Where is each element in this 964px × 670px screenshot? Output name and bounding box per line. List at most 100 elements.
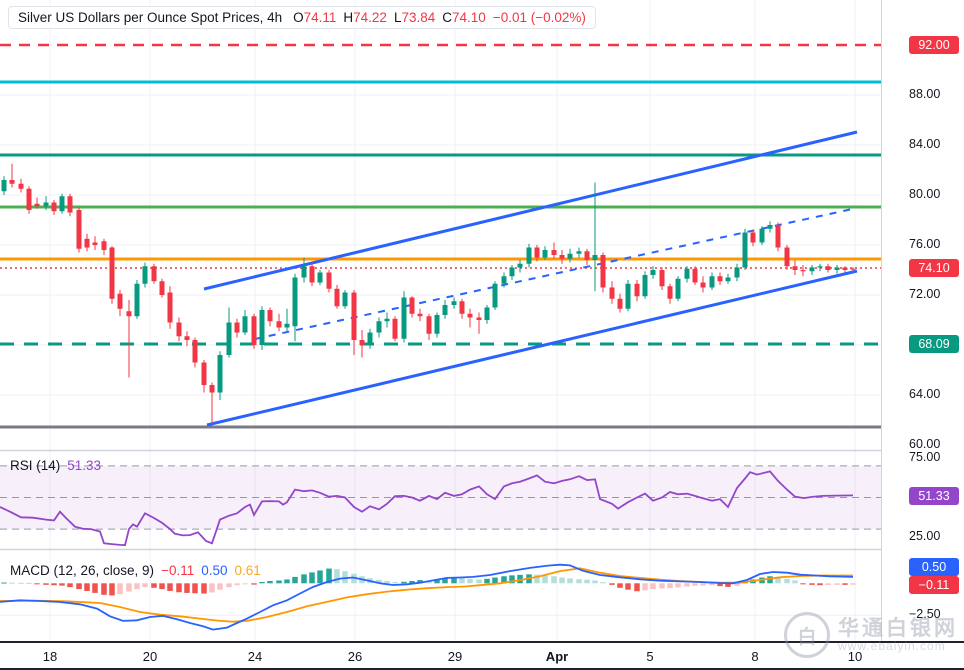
candle-body — [76, 210, 82, 249]
candle-body — [825, 266, 831, 270]
macd-hist-bar — [384, 580, 390, 584]
macd-hist-bar — [692, 583, 698, 586]
macd-hist-bar — [43, 583, 49, 585]
macd-hist-bar — [809, 583, 815, 585]
macd-hist-bar — [517, 574, 523, 584]
macd-hist-bar — [176, 583, 182, 593]
rsi-legend[interactable]: RSI (14) 51.33 — [10, 458, 101, 473]
candle-body — [434, 315, 440, 334]
price-axis[interactable]: 88.00 84.00 80.00 76.00 72.00 64.00 60.00 75.00… — [881, 0, 964, 641]
price-axis-label: 75.00 — [909, 450, 941, 464]
macd-hist-bar — [217, 583, 223, 590]
window-bottom-border — [0, 668, 964, 670]
symbol-legend[interactable]: Silver US Dollars per Ounce Spot Prices,… — [8, 6, 596, 29]
macd-hist-bar — [484, 578, 490, 584]
candle-body — [192, 340, 198, 363]
price-axis-label: 76.00 — [909, 237, 941, 251]
candle-body — [659, 270, 665, 287]
macd-hist-bar — [159, 583, 165, 590]
macd-hist-bar — [392, 582, 398, 584]
macd-hist-bar — [26, 582, 32, 584]
macd-hist-bar — [725, 583, 731, 587]
macd-hist-bar — [9, 582, 15, 584]
candle-body — [809, 267, 815, 272]
candle-body — [92, 242, 98, 245]
candle-body — [217, 355, 223, 393]
price-axis-label: 80.00 — [909, 187, 941, 201]
macd-hist-bar — [151, 583, 157, 588]
ohlc-low: L73.84 — [393, 10, 436, 25]
macd-hist-bar — [342, 571, 348, 584]
candle-body — [426, 316, 432, 334]
macd-hist-bar — [667, 583, 673, 589]
ohlc-high: H74.22 — [343, 10, 387, 25]
candle-body — [176, 322, 182, 337]
candle-body — [742, 232, 748, 268]
price-badge: −0.11 — [909, 576, 959, 594]
macd-hist-bar — [675, 583, 681, 588]
macd-hist-bar — [476, 579, 482, 584]
candle-body — [401, 297, 407, 339]
candle-body — [392, 318, 398, 339]
candle-body — [684, 268, 690, 279]
macd-hist-bar — [326, 568, 332, 584]
macd-hist-bar — [592, 580, 598, 584]
macd-hist-bar — [775, 576, 781, 584]
macd-hist-bar — [126, 583, 132, 592]
candle-body — [700, 282, 706, 288]
macd-hist-bar — [167, 583, 173, 591]
candle-body — [59, 196, 65, 212]
time-axis-label: Apr — [545, 649, 569, 664]
candle-body — [51, 202, 57, 212]
macd-hist-bar — [251, 583, 257, 585]
candle-body — [625, 283, 631, 309]
ohlc-open: O74.11 — [293, 10, 337, 25]
candle-body — [609, 287, 615, 299]
macd-legend[interactable]: MACD (12, 26, close, 9) −0.11 0.50 0.61 — [10, 563, 261, 578]
macd-hist-value: −0.11 — [161, 563, 195, 578]
macd-label: MACD (12, 26, close, 9) — [10, 563, 155, 578]
candle-body — [584, 251, 590, 260]
candle-body — [167, 292, 173, 323]
candle-body — [800, 270, 806, 272]
macd-hist-bar — [617, 583, 623, 588]
candle-body — [251, 316, 257, 345]
macd-hist-bar — [542, 575, 548, 584]
candle-body — [84, 238, 90, 248]
candle-body — [43, 202, 49, 207]
candle-body — [317, 272, 323, 283]
candle-body — [667, 286, 673, 299]
macd-hist-bar — [709, 583, 715, 586]
trendline-mid-dashed[interactable] — [254, 207, 858, 340]
macd-hist-bar — [700, 583, 706, 586]
candle-body — [267, 310, 273, 322]
macd-hist-bar — [51, 583, 57, 586]
macd-hist-bar — [434, 579, 440, 584]
macd-hist-bar — [642, 583, 648, 591]
time-axis-label: 18 — [42, 649, 58, 664]
candle-body — [126, 311, 132, 317]
price-badge: 0.50 — [909, 558, 959, 576]
macd-hist-bar — [226, 583, 232, 588]
candle-body — [67, 196, 73, 213]
ohlc-close: C74.10 — [442, 10, 486, 25]
candle-body — [242, 316, 248, 333]
price-axis-label: 84.00 — [909, 137, 941, 151]
candle-body — [18, 183, 24, 189]
macd-hist-bar — [834, 583, 840, 585]
macd-hist-bar — [600, 582, 606, 584]
candle-body — [600, 255, 606, 288]
trendline-channel-lower[interactable] — [206, 269, 858, 427]
macd-line-value: 0.50 — [201, 563, 228, 578]
candle-body — [650, 270, 656, 275]
candle-body — [234, 322, 240, 333]
trendline-channel-upper[interactable] — [203, 130, 858, 291]
candle-body — [642, 275, 648, 297]
candle-body — [817, 266, 823, 268]
time-axis[interactable]: 18 20 24 26 29 Apr 5 8 10 — [0, 641, 964, 670]
macd-hist-bar — [292, 576, 298, 584]
candle-body — [617, 298, 623, 309]
macd-hist-bar — [717, 583, 723, 587]
macd-hist-bar — [551, 576, 557, 584]
